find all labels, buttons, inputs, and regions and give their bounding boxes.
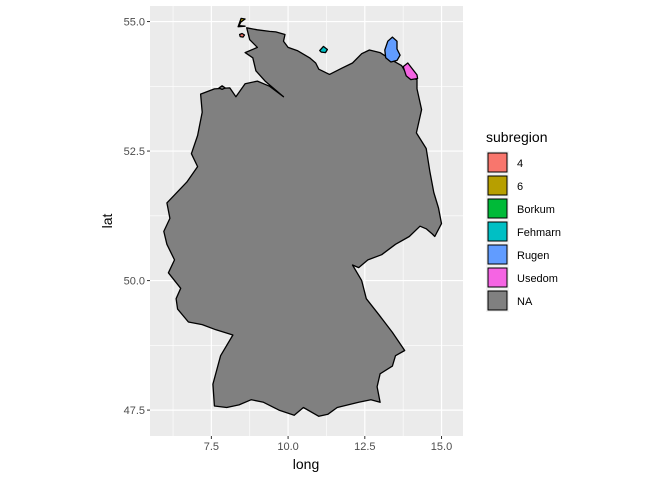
x-axis-title: long [293, 456, 319, 472]
region-6 [237, 17, 246, 28]
y-tick-label: 55.0 [124, 17, 145, 29]
legend-swatch [487, 198, 508, 219]
region-fehmarn [319, 45, 329, 54]
legend-swatch [487, 267, 508, 288]
legend-label: 6 [517, 181, 523, 193]
legend: subregion 4 6 Borkum Fehmarn Rugen Usedom NA [486, 129, 561, 312]
legend-label: Fehmarn [517, 227, 561, 239]
legend-label: 4 [517, 158, 523, 170]
region-na-islet [218, 85, 226, 91]
legend-swatch [487, 290, 508, 311]
y-tick-label: 50.0 [124, 276, 145, 288]
legend-swatch [487, 175, 508, 196]
y-axis-title: lat [99, 214, 115, 229]
y-tick-label: 47.5 [124, 405, 145, 417]
y-tick-label: 52.5 [124, 146, 145, 158]
x-tick-label: 7.5 [204, 441, 219, 453]
y-axis: 47.5 50.0 52.5 55.0 [124, 17, 150, 417]
x-axis: 7.5 10.0 12.5 15.0 [204, 436, 452, 453]
legend-label: NA [517, 296, 533, 308]
region-usedom [402, 62, 419, 81]
x-tick-label: 15.0 [431, 441, 452, 453]
legend-label: Usedom [517, 273, 558, 285]
region-4 [238, 32, 246, 38]
region-na [163, 27, 443, 417]
map-polygons [163, 17, 443, 417]
x-tick-label: 12.5 [354, 441, 375, 453]
legend-label: Borkum [517, 204, 555, 216]
legend-title: subregion [486, 129, 548, 145]
legend-swatch [487, 221, 508, 242]
x-tick-label: 10.0 [277, 441, 298, 453]
legend-swatch [487, 244, 508, 265]
legend-label: Rugen [517, 250, 549, 262]
region-rugen [384, 36, 401, 63]
legend-swatch [487, 152, 508, 173]
